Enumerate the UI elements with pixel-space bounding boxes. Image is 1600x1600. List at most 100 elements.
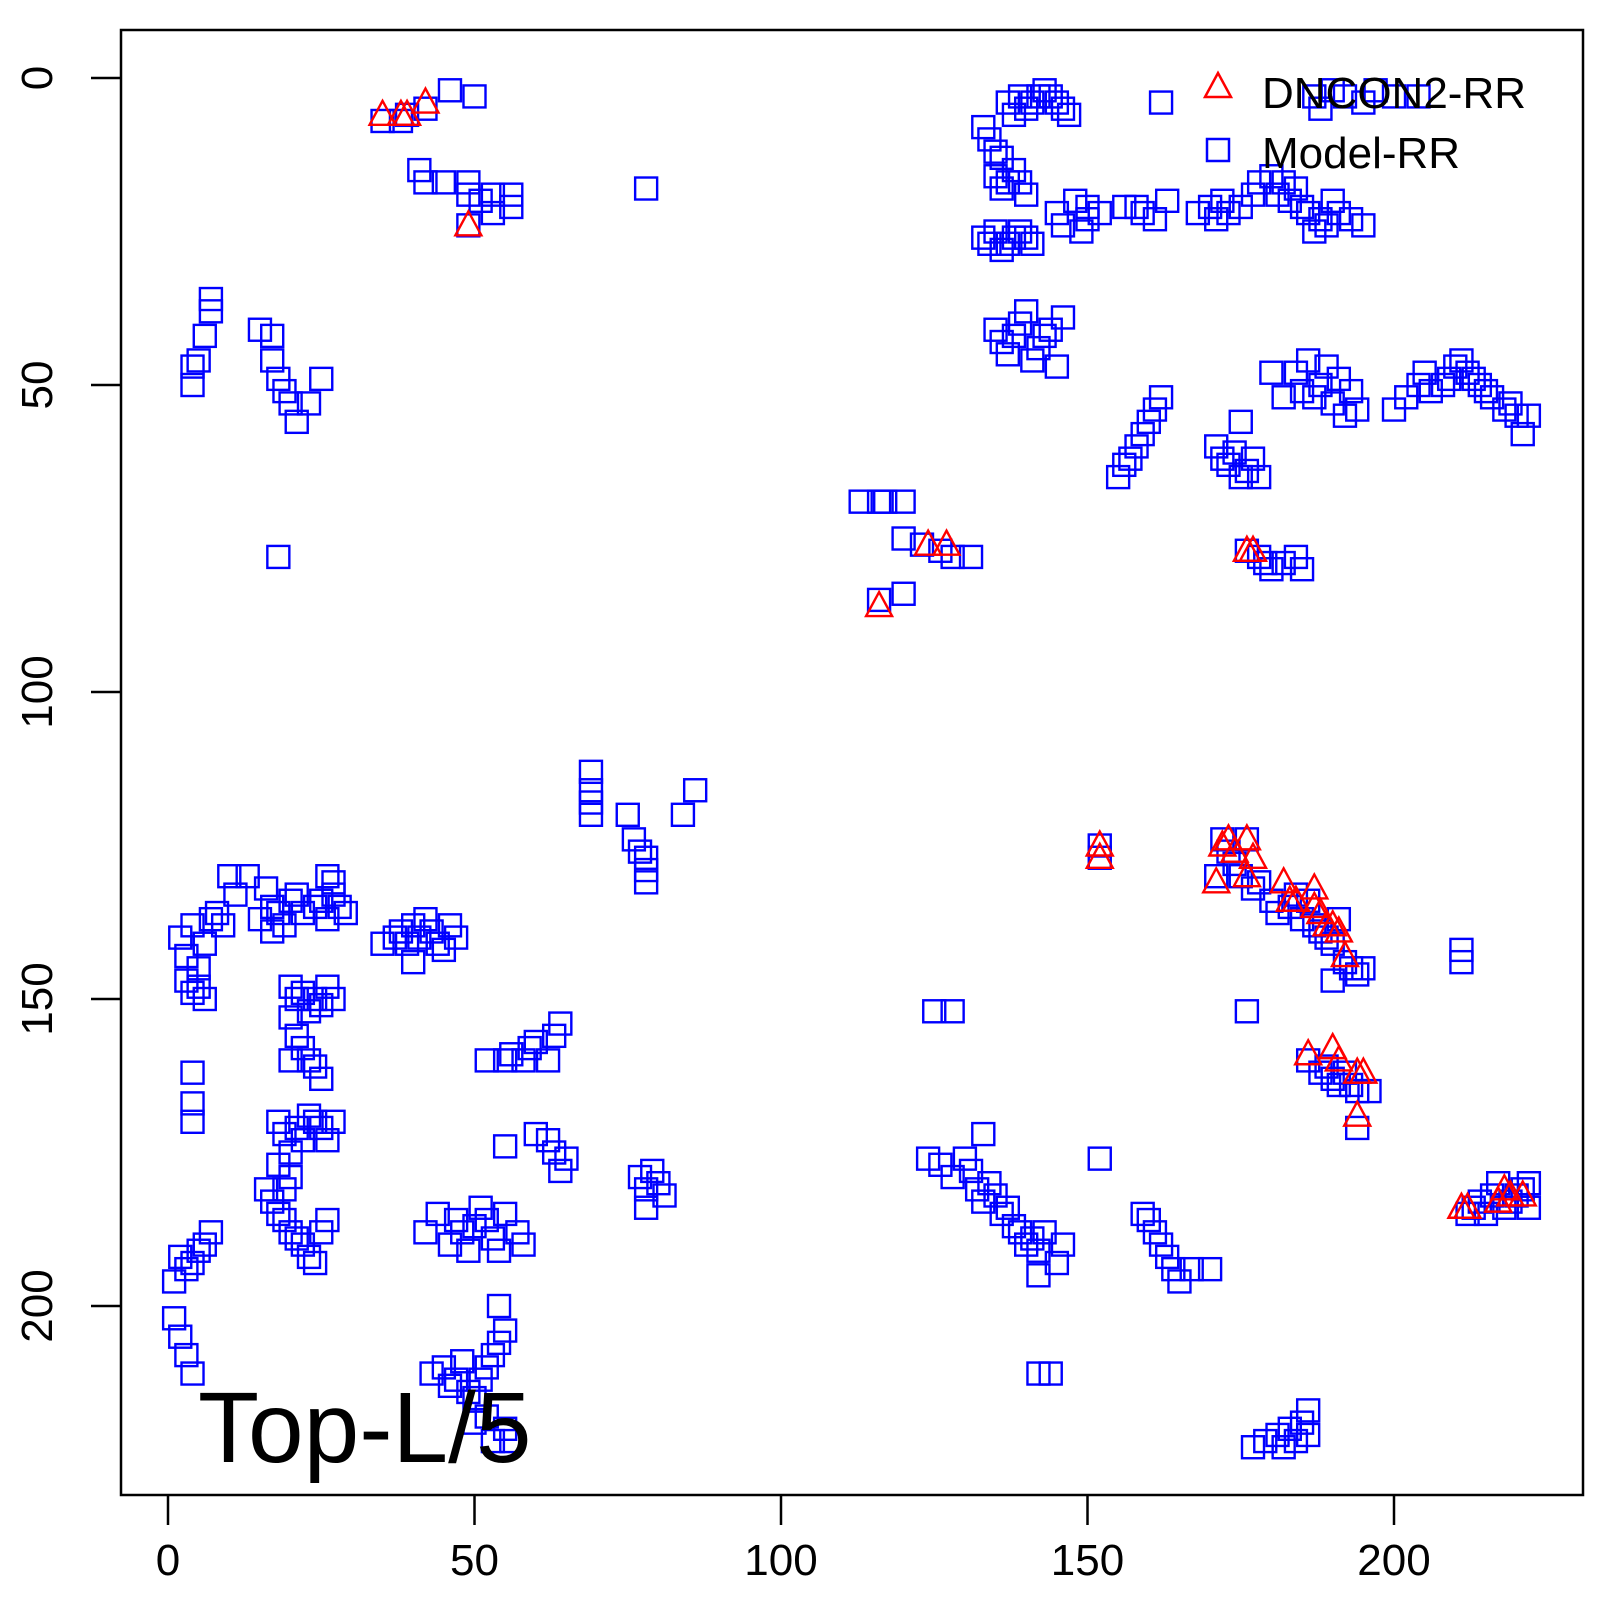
dncon2-rr-point	[1452, 1191, 1483, 1219]
model-rr-point	[462, 1213, 487, 1239]
model-rr-point	[278, 1048, 303, 1073]
model-rr-point	[1014, 182, 1039, 207]
model-rr-point	[1289, 378, 1315, 404]
model-rr-point	[456, 170, 481, 195]
model-rr-point	[1142, 207, 1168, 232]
model-rr-point	[1020, 1226, 1045, 1251]
model-rr-point	[541, 1023, 567, 1049]
model-rr-point	[462, 1385, 487, 1411]
dncon2-rr-point	[1237, 534, 1269, 562]
model-rr-point	[1204, 864, 1229, 889]
model-rr-point	[266, 1201, 291, 1227]
model-rr-point	[1418, 378, 1443, 404]
model-rr-point	[554, 1146, 579, 1171]
model-rr-point	[548, 1158, 573, 1184]
model-rr-point	[1240, 1435, 1266, 1460]
model-rr-point	[174, 1342, 199, 1368]
model-rr-point	[505, 1220, 530, 1245]
model-rr-point	[971, 114, 996, 140]
model-rr-point	[995, 342, 1021, 367]
model-rr-point	[1136, 1207, 1162, 1233]
y-tick-label: 100	[13, 655, 62, 728]
model-rr-point	[891, 526, 916, 551]
model-rr-point	[627, 839, 653, 864]
model-rr-point	[474, 1355, 499, 1380]
model-rr-point	[180, 1361, 205, 1386]
model-rr-point	[1142, 397, 1168, 422]
model-rr-point	[1443, 354, 1468, 379]
model-rr-point	[1338, 378, 1364, 404]
model-rr-point	[1118, 446, 1143, 471]
model-rr-point	[309, 1115, 334, 1141]
model-rr-point	[333, 900, 358, 926]
model-rr-point	[309, 992, 334, 1018]
model-rr-point	[977, 1170, 1002, 1196]
model-rr-point	[1314, 354, 1339, 379]
model-rr-point	[971, 1121, 996, 1147]
model-rr-point	[523, 1121, 548, 1147]
model-rr-point	[1246, 870, 1272, 895]
model-rr-point	[1148, 1232, 1174, 1257]
model-rr-point	[198, 906, 224, 932]
model-rr-point	[621, 827, 647, 852]
model-rr-point	[891, 581, 916, 606]
dncon2-rr-point	[410, 86, 441, 114]
dncon2-rr-point	[453, 208, 484, 237]
model-rr-point	[474, 1404, 499, 1429]
model-rr-point	[1087, 200, 1112, 226]
dncon2-rr-point	[913, 528, 944, 556]
model-rr-point	[1142, 1220, 1168, 1245]
model-rr-point	[1001, 323, 1027, 349]
model-rr-point	[260, 323, 285, 349]
model-rr-point	[1320, 968, 1345, 993]
model-rr-point	[1026, 1263, 1051, 1288]
model-rr-point	[1449, 949, 1474, 975]
model-rr-point	[272, 1177, 297, 1202]
model-rr-point	[370, 931, 395, 956]
model-rr-point	[290, 1128, 316, 1153]
model-rr-point	[315, 864, 340, 889]
model-rr-point	[260, 894, 285, 920]
model-rr-point	[511, 1232, 536, 1257]
panel-label: Top-L/5	[198, 1372, 532, 1484]
model-rr-point	[633, 870, 659, 895]
model-rr-point	[315, 1128, 340, 1153]
model-rr-point	[492, 1048, 518, 1073]
model-rr-point	[247, 906, 273, 932]
model-rr-point	[1210, 446, 1235, 471]
model-rr-point	[1161, 1256, 1186, 1282]
model-rr-point	[186, 974, 211, 999]
model-rr-point	[247, 317, 273, 342]
model-rr-point	[1026, 1361, 1051, 1386]
model-rr-point	[499, 182, 524, 207]
model-rr-point	[989, 145, 1014, 171]
model-rr-point	[1197, 1256, 1223, 1282]
model-rr-point	[1338, 1072, 1364, 1098]
model-rr-point	[401, 949, 426, 975]
model-rr-point	[971, 225, 996, 250]
model-rr-point	[431, 937, 457, 963]
model-rr-point	[1449, 937, 1474, 963]
y-tick-label: 150	[13, 962, 62, 1035]
model-rr-point	[578, 802, 604, 827]
model-rr-point	[578, 790, 604, 815]
model-rr-point	[161, 1269, 187, 1294]
model-rr-point	[290, 980, 316, 1006]
model-rr-point	[1216, 200, 1241, 226]
x-tick-label: 50	[450, 1536, 499, 1585]
model-rr-point	[633, 845, 659, 870]
model-rr-point	[284, 1023, 309, 1049]
model-rr-point	[174, 943, 199, 969]
model-rr-point	[437, 78, 463, 103]
model-rr-point	[1148, 385, 1174, 410]
model-rr-point	[1473, 1201, 1499, 1227]
model-rr-point	[578, 778, 604, 803]
model-rr-point	[1492, 397, 1517, 422]
plot-frame	[119, 28, 1585, 1497]
model-rr-point	[1516, 403, 1542, 428]
model-rr-point	[1014, 1232, 1039, 1257]
model-rr-point	[443, 1207, 469, 1233]
model-rr-point	[321, 986, 346, 1012]
model-rr-point	[431, 1355, 457, 1380]
model-rr-point	[928, 1152, 953, 1177]
